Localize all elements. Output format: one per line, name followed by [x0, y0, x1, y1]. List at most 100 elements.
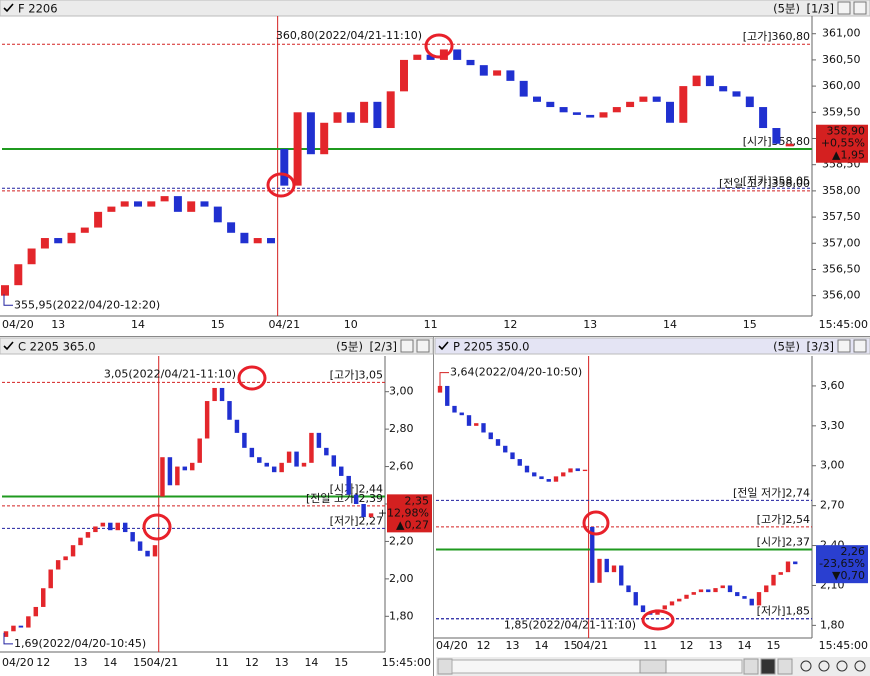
- scroll-thumb[interactable]: [639, 659, 667, 674]
- x-tick-label: 15: [767, 639, 781, 652]
- settings-button[interactable]: [837, 339, 851, 353]
- candle: [759, 107, 768, 129]
- zoom-fit[interactable]: [854, 660, 866, 672]
- y-tick-label: 356,00: [822, 289, 861, 302]
- candle: [1, 285, 9, 296]
- candle: [772, 128, 781, 144]
- zoom-reset[interactable]: [836, 660, 848, 672]
- candle: [698, 589, 704, 593]
- change-pct-label: -23,65%: [819, 557, 865, 570]
- settings-button[interactable]: [400, 339, 414, 353]
- reference-label: [고가]3,05: [330, 368, 383, 381]
- y-tick-label: 2,20: [389, 534, 414, 547]
- title-bar: [434, 337, 870, 355]
- candle: [160, 457, 165, 497]
- reference-label: [전일 고가]358,00: [719, 176, 810, 190]
- time-label: 15:45:00: [819, 639, 868, 652]
- check-icon[interactable]: [3, 341, 14, 351]
- candle: [373, 101, 382, 129]
- candle: [604, 558, 609, 573]
- candle: [732, 91, 741, 97]
- x-tick-label: 04/21: [268, 318, 300, 331]
- change-pct-label: +0,55%: [821, 137, 865, 150]
- zoom-in[interactable]: [800, 660, 812, 672]
- scroll-prev[interactable]: [743, 658, 759, 675]
- check-icon[interactable]: [3, 3, 14, 13]
- candle: [331, 455, 337, 467]
- candle: [27, 248, 36, 265]
- period-label: (5분): [336, 340, 363, 354]
- candle: [745, 96, 754, 108]
- candle: [532, 472, 537, 477]
- high-note: 3,64(2022/04/20-10:50): [450, 366, 582, 379]
- candle: [640, 605, 646, 613]
- period-label: (5분): [773, 340, 800, 354]
- scroll-next[interactable]: [777, 658, 793, 675]
- time-label: 15:45:00: [382, 656, 431, 669]
- candle: [400, 59, 408, 92]
- candle: [67, 232, 76, 244]
- page-label: [3/3]: [807, 340, 834, 354]
- y-tick-label: 3,00: [820, 459, 845, 472]
- y-tick-label: 361,00: [822, 27, 861, 40]
- candle: [493, 70, 502, 76]
- highlight-circle: [641, 609, 675, 631]
- chart-title: F 2206: [18, 2, 58, 16]
- page-label: [2/3]: [370, 340, 397, 354]
- candle: [271, 466, 277, 473]
- candle: [626, 585, 631, 593]
- y-tick-label: 356,50: [822, 262, 861, 275]
- highlight-circle: [237, 365, 267, 391]
- period-label: (5분): [773, 2, 800, 16]
- x-tick-label: 12: [680, 639, 694, 652]
- candle: [503, 445, 508, 453]
- scroll-track[interactable]: [451, 659, 743, 674]
- candle: [14, 264, 23, 286]
- candle: [561, 472, 566, 477]
- candle: [41, 588, 46, 607]
- candle: [219, 387, 225, 402]
- high-note: 360,80(2022/04/21-11:10): [276, 29, 422, 42]
- candle: [134, 201, 142, 207]
- close-button[interactable]: [416, 339, 430, 353]
- candle: [160, 196, 169, 202]
- candle: [481, 423, 486, 433]
- y-tick-label: 357,00: [822, 236, 861, 249]
- zoom-out[interactable]: [818, 660, 830, 672]
- scroll-left[interactable]: [437, 658, 453, 675]
- highlight-marks: [142, 33, 675, 631]
- candle: [488, 432, 493, 440]
- close-button[interactable]: [853, 339, 867, 353]
- reference-label: [저가]2,27: [330, 514, 383, 527]
- candle: [94, 211, 103, 228]
- change-label: ▲0,27: [396, 518, 429, 531]
- x-tick-label: 04/21: [147, 656, 179, 669]
- stop-button[interactable]: [760, 658, 776, 675]
- x-tick-label: 15: [211, 318, 225, 331]
- candle: [575, 468, 580, 472]
- candle: [572, 112, 581, 115]
- candle: [122, 522, 128, 533]
- candle: [742, 596, 747, 599]
- check-icon[interactable]: [438, 341, 449, 351]
- candle: [426, 54, 435, 60]
- candle: [599, 112, 608, 118]
- candle: [413, 54, 422, 60]
- candle: [40, 238, 49, 249]
- candle: [626, 101, 635, 108]
- y-tick-label: 360,50: [822, 53, 861, 66]
- candle: [553, 476, 559, 482]
- candle: [519, 80, 528, 97]
- close-button[interactable]: [853, 1, 867, 15]
- candle: [677, 598, 682, 602]
- candle: [301, 462, 307, 467]
- settings-button[interactable]: [837, 1, 851, 15]
- page-label: [1/3]: [807, 2, 834, 16]
- candle: [361, 504, 366, 518]
- x-tick-label: 11: [424, 318, 438, 331]
- candle: [474, 423, 479, 426]
- candle: [173, 196, 182, 212]
- candle: [611, 565, 617, 573]
- candle: [234, 419, 240, 433]
